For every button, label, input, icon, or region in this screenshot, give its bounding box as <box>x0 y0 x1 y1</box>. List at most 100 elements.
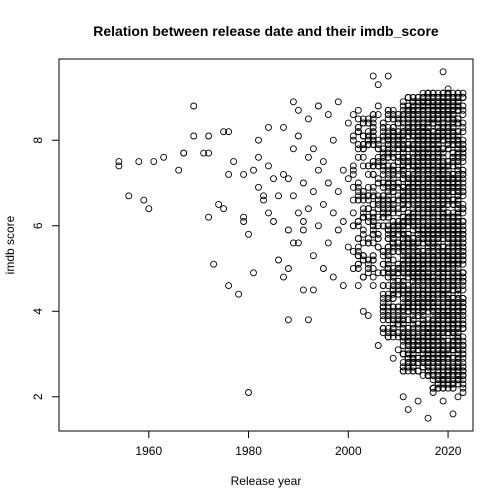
data-point <box>434 239 442 247</box>
data-point <box>454 136 462 144</box>
data-point <box>379 128 387 136</box>
data-point <box>439 162 447 170</box>
data-point <box>439 282 447 290</box>
data-point <box>449 226 457 234</box>
data-point <box>459 269 467 277</box>
data-point <box>419 226 427 234</box>
data-point <box>399 324 407 332</box>
data-point <box>384 188 392 196</box>
data-point <box>444 282 452 290</box>
data-point <box>394 153 402 161</box>
data-point <box>454 196 462 204</box>
data-point <box>424 359 432 367</box>
data-point <box>429 141 437 148</box>
data-point <box>384 200 392 208</box>
data-point <box>414 320 422 328</box>
data-point <box>434 128 442 136</box>
data-point <box>404 162 412 170</box>
data-point <box>429 273 437 281</box>
data-point <box>459 230 467 238</box>
data-point <box>384 299 392 307</box>
data-point <box>424 98 432 106</box>
data-point <box>379 132 387 140</box>
data-point <box>369 222 377 230</box>
data-point <box>429 389 437 396</box>
data-point <box>389 175 397 183</box>
data-point <box>424 282 432 290</box>
data-point <box>399 149 407 157</box>
data-point <box>414 106 422 114</box>
data-point <box>429 376 437 384</box>
data-point <box>459 303 467 311</box>
data-point <box>275 256 282 264</box>
data-point <box>364 170 372 178</box>
data-point <box>404 346 412 354</box>
data-point <box>429 102 437 110</box>
data-point <box>424 307 432 315</box>
data-point <box>419 363 427 371</box>
data-point <box>359 153 367 161</box>
data-point <box>414 230 422 238</box>
data-point <box>384 175 392 183</box>
data-point <box>379 312 387 320</box>
data-point <box>444 260 452 268</box>
data-point <box>454 354 462 362</box>
data-point <box>424 316 432 324</box>
data-point <box>220 128 228 136</box>
data-point <box>429 342 437 349</box>
data-point <box>459 346 467 354</box>
data-point <box>409 277 417 285</box>
data-point <box>394 128 402 136</box>
data-point <box>449 111 457 119</box>
data-point <box>394 170 402 178</box>
data-point <box>444 123 452 131</box>
data-point <box>454 363 462 371</box>
data-point <box>454 346 462 354</box>
data-point <box>404 260 412 268</box>
data-point <box>429 188 437 196</box>
x-tick-label: 2000 <box>335 444 362 458</box>
data-point <box>140 196 148 204</box>
data-point <box>399 102 407 110</box>
data-point <box>384 136 392 144</box>
data-point <box>399 123 407 131</box>
data-point <box>419 205 427 213</box>
data-point <box>414 252 422 260</box>
data-point <box>439 218 447 225</box>
data-point <box>374 162 382 170</box>
data-point <box>434 350 442 358</box>
data-point <box>424 273 432 281</box>
data-point <box>449 213 457 221</box>
data-point <box>404 115 412 123</box>
data-point <box>409 299 417 307</box>
data-point <box>135 158 143 166</box>
data-point <box>444 290 452 298</box>
data-point <box>280 273 287 281</box>
data-point <box>449 149 457 157</box>
data-point <box>419 265 427 272</box>
data-point <box>280 170 287 178</box>
data-point <box>384 226 392 234</box>
data-point <box>419 290 427 298</box>
data-point <box>409 307 417 315</box>
data-point <box>409 342 417 349</box>
data-point <box>344 119 352 127</box>
data-point <box>339 166 347 174</box>
data-point <box>454 312 462 320</box>
data-point <box>434 354 442 362</box>
data-point <box>389 329 397 337</box>
data-point <box>459 389 467 396</box>
data-point <box>359 209 367 217</box>
data-point <box>459 149 467 157</box>
data-point <box>454 371 462 379</box>
data-point <box>454 252 462 260</box>
data-point <box>359 307 367 315</box>
data-point <box>399 153 407 161</box>
data-point <box>444 235 452 243</box>
data-point <box>409 333 417 341</box>
data-point <box>449 256 457 264</box>
data-point <box>245 389 252 396</box>
data-point <box>459 277 467 285</box>
data-point <box>449 235 457 243</box>
data-point <box>459 119 467 127</box>
